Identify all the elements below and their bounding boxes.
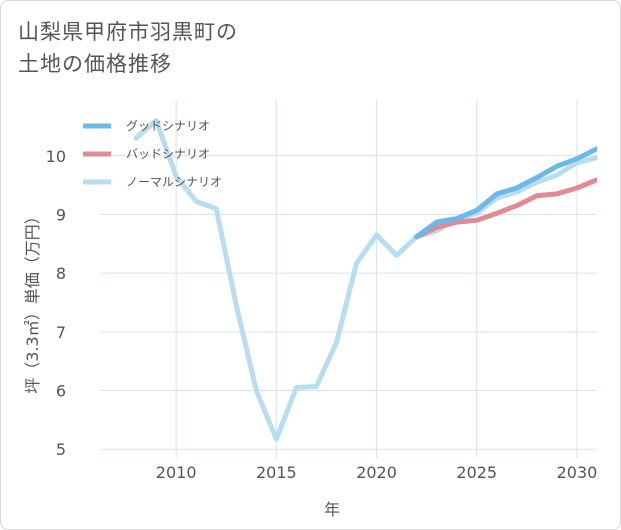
y-tick-label: 8 xyxy=(56,264,66,283)
y-axis-title: 坪（3.3㎡）単価（万円） xyxy=(23,208,42,393)
legend-label: グッドシナリオ xyxy=(126,119,210,133)
y-tick-label: 9 xyxy=(56,205,66,224)
x-tick-label: 2010 xyxy=(156,463,197,482)
x-tick-label: 2025 xyxy=(456,463,497,482)
y-tick-label: 7 xyxy=(56,323,66,342)
legend-item-good[interactable]: グッドシナリオ xyxy=(83,119,210,133)
series-line-good xyxy=(414,146,597,240)
legend-label: バッドシナリオ xyxy=(126,147,210,161)
legend-label: ノーマルシナリオ xyxy=(126,175,222,189)
x-tick-label: 2015 xyxy=(256,463,297,482)
x-tick-label: 2020 xyxy=(356,463,397,482)
series-layer xyxy=(133,118,597,442)
axis-ticks: 5 6 7 8 9 10 2010 2015 2020 2025 2030 xyxy=(46,147,598,482)
x-tick-label: 2030 xyxy=(557,463,598,482)
grid xyxy=(100,100,597,458)
y-tick-label: 10 xyxy=(46,147,66,166)
chart-title-line2: 土地の価格推移 xyxy=(18,52,172,76)
legend-item-normal[interactable]: ノーマルシナリオ xyxy=(83,175,222,189)
chart-title: 山梨県甲府市羽黒町の 土地の価格推移 xyxy=(18,16,238,80)
series-line-normal xyxy=(133,118,597,442)
x-axis-title: 年 xyxy=(324,500,340,519)
y-tick-label: 5 xyxy=(56,440,66,459)
legend-item-bad[interactable]: バッドシナリオ xyxy=(83,147,210,161)
chart-title-line1: 山梨県甲府市羽黒町の xyxy=(18,20,238,44)
series-line-bad xyxy=(414,177,597,240)
y-tick-label: 6 xyxy=(56,382,66,401)
